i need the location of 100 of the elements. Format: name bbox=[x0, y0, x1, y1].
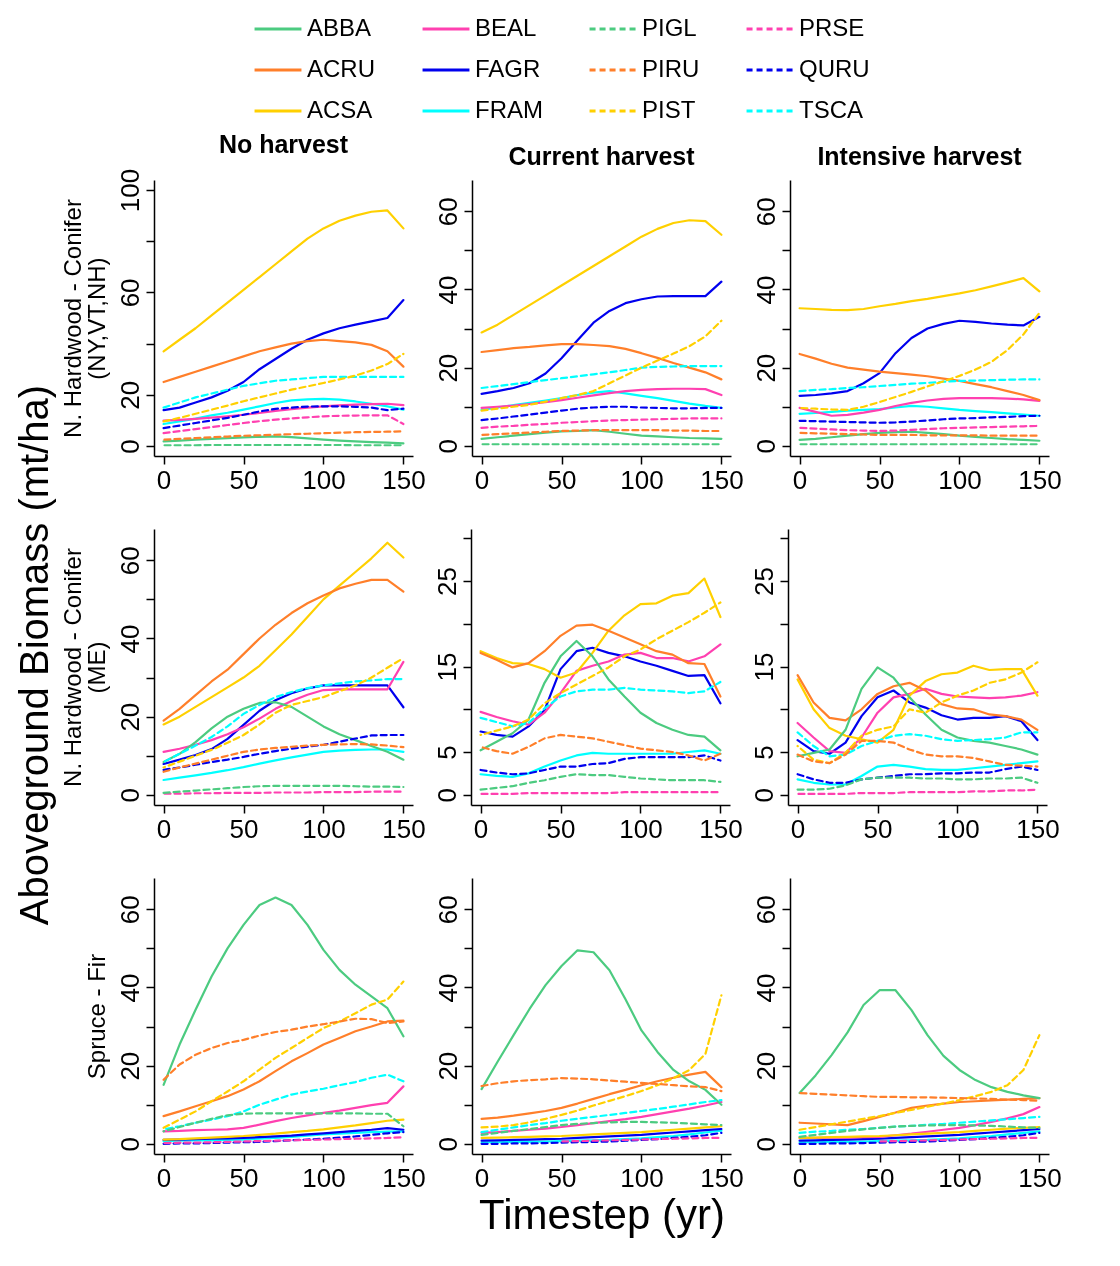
legend-label: QURU bbox=[799, 55, 870, 82]
y-tick-label: 60 bbox=[432, 197, 463, 227]
x-tick-label: 150 bbox=[700, 1162, 744, 1193]
x-tick-label: 0 bbox=[474, 464, 490, 495]
chart-title: No harvest bbox=[218, 130, 349, 159]
line-series bbox=[480, 1120, 723, 1136]
x-tick-label: 150 bbox=[699, 813, 743, 844]
y-tick-label: 60 bbox=[114, 895, 145, 925]
line-series bbox=[162, 209, 405, 353]
y-tick-label: 0 bbox=[432, 1137, 463, 1152]
x-tick-label: 150 bbox=[382, 813, 426, 844]
y-tick-label: 40 bbox=[114, 973, 145, 1003]
y-tick-label: 20 bbox=[114, 380, 145, 410]
line-series bbox=[798, 989, 1041, 1100]
y-tick-label: 40 bbox=[750, 275, 781, 305]
y-tick-label: 0 bbox=[114, 788, 145, 803]
legend-label: PIGL bbox=[642, 14, 697, 41]
line-series bbox=[480, 319, 723, 412]
x-tick-label: 100 bbox=[302, 813, 346, 844]
x-tick-label: 100 bbox=[619, 813, 663, 844]
x-tick-label: 50 bbox=[229, 813, 259, 844]
x-tick-label: 100 bbox=[620, 1162, 664, 1193]
x-tick-label: 100 bbox=[302, 464, 346, 495]
x-tick-label: 50 bbox=[547, 464, 577, 495]
line-series bbox=[162, 541, 405, 726]
line-series bbox=[798, 397, 1041, 417]
y-tick-label: 15 bbox=[748, 652, 779, 682]
line-series bbox=[162, 742, 405, 773]
legend-label: FRAM bbox=[475, 96, 543, 123]
y-tick-label: 5 bbox=[431, 745, 462, 760]
line-series bbox=[162, 980, 405, 1129]
y-tick-label: 0 bbox=[750, 1137, 781, 1152]
line-series bbox=[480, 364, 723, 390]
line-series bbox=[796, 731, 1039, 758]
legend-label: PRSE bbox=[799, 14, 865, 41]
line-series bbox=[479, 646, 722, 738]
line-series bbox=[480, 994, 723, 1129]
line-series bbox=[480, 343, 723, 381]
line-series bbox=[479, 639, 722, 752]
line-series bbox=[479, 773, 722, 791]
line-series bbox=[162, 660, 405, 753]
line-series bbox=[162, 338, 405, 384]
y-tick-label: 5 bbox=[748, 745, 779, 760]
x-tick-label: 50 bbox=[229, 1162, 259, 1193]
x-tick-label: 0 bbox=[790, 813, 806, 844]
x-tick-label: 150 bbox=[382, 464, 426, 495]
line-series bbox=[798, 352, 1041, 402]
line-series bbox=[796, 739, 1039, 768]
line-series bbox=[162, 1118, 405, 1141]
line-series bbox=[479, 749, 722, 778]
x-tick-label: 150 bbox=[1016, 813, 1060, 844]
y-axis-title: N. Hardwood - Conifer (NY,VT,NH) bbox=[58, 199, 110, 438]
legend-label: ABBA bbox=[307, 14, 372, 41]
y-tick-label: 60 bbox=[432, 895, 463, 925]
line-series bbox=[798, 414, 1041, 424]
x-tick-label: 100 bbox=[302, 1162, 346, 1193]
chart-title: Intensive harvest bbox=[817, 142, 1023, 170]
x-tick-label: 150 bbox=[382, 1162, 426, 1193]
y-tick-label: 100 bbox=[114, 168, 145, 213]
x-tick-label: 0 bbox=[156, 464, 172, 495]
x-tick-label: 50 bbox=[546, 813, 576, 844]
x-tick-label: 100 bbox=[938, 1162, 982, 1193]
y-tick-label: 25 bbox=[748, 567, 779, 597]
x-tick-label: 50 bbox=[863, 813, 893, 844]
y-tick-label: 60 bbox=[114, 546, 145, 576]
y-tick-label: 0 bbox=[748, 788, 779, 803]
x-tick-label: 50 bbox=[547, 1162, 577, 1193]
x-tick-label: 100 bbox=[936, 813, 980, 844]
y-tick-label: 20 bbox=[750, 1051, 781, 1081]
x-tick-label: 0 bbox=[473, 813, 489, 844]
y-tick-label: 60 bbox=[750, 197, 781, 227]
line-series bbox=[796, 760, 1039, 786]
y-tick-label: 0 bbox=[114, 439, 145, 454]
line-series bbox=[798, 311, 1041, 411]
y-tick-label: 0 bbox=[432, 439, 463, 454]
line-series bbox=[479, 733, 722, 762]
line-series bbox=[162, 405, 405, 430]
y-tick-label: 40 bbox=[750, 973, 781, 1003]
text: Aboveground Biomass (mt/ha) bbox=[11, 384, 57, 926]
line-series bbox=[162, 414, 405, 435]
line-series bbox=[798, 378, 1041, 393]
y-tick-label: 20 bbox=[432, 1051, 463, 1081]
legend-label: PIRU bbox=[642, 55, 700, 82]
y-tick-label: 20 bbox=[114, 1051, 145, 1081]
legend-label: FAGR bbox=[475, 55, 541, 82]
x-tick-label: 0 bbox=[156, 813, 172, 844]
line-series bbox=[162, 748, 405, 782]
y-tick-label: 0 bbox=[750, 439, 781, 454]
line-series bbox=[479, 680, 722, 728]
x-tick-label: 0 bbox=[156, 1162, 172, 1193]
line-series bbox=[480, 405, 723, 422]
line-series bbox=[162, 578, 405, 722]
y-tick-label: 40 bbox=[432, 275, 463, 305]
x-tick-label: 50 bbox=[229, 464, 259, 495]
line-series bbox=[162, 733, 405, 771]
y-axis-title: N. Hardwood - Conifer (ME) bbox=[58, 548, 110, 787]
legend-label: BEAL bbox=[475, 14, 537, 41]
line-series bbox=[162, 397, 405, 426]
x-tick-label: 0 bbox=[474, 1162, 490, 1193]
line-series bbox=[798, 1034, 1041, 1131]
